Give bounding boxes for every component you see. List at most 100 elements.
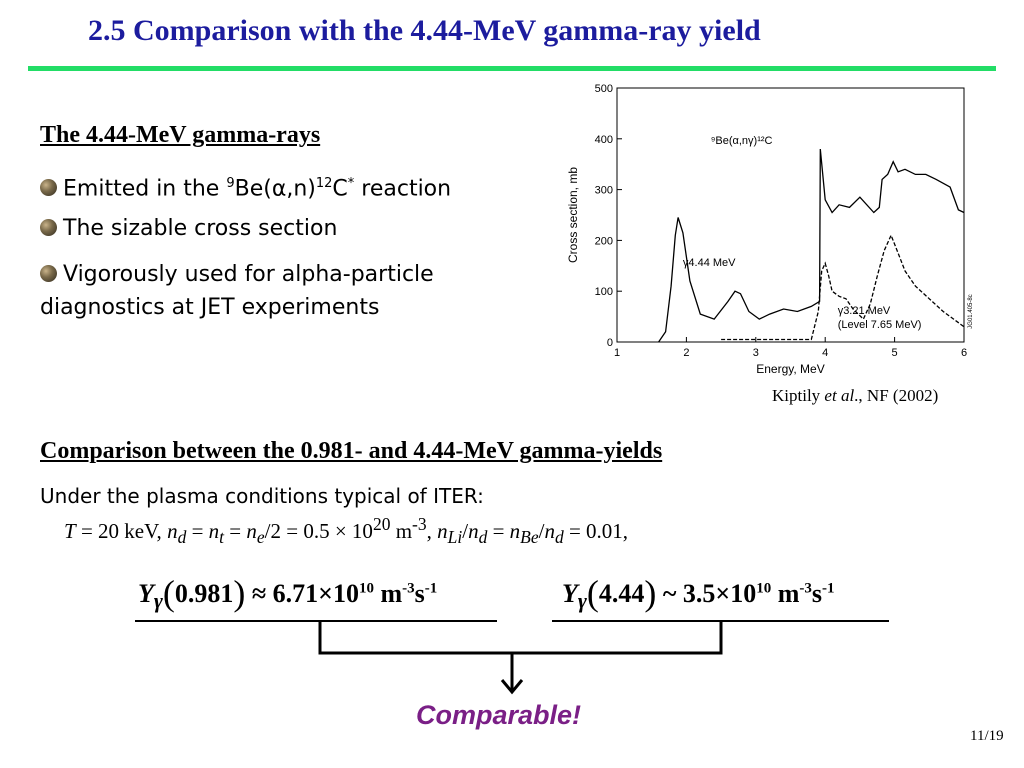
param-unit: m	[390, 519, 413, 543]
eq-lparen: (	[586, 573, 599, 613]
bullet-icon	[40, 265, 57, 282]
bullet-icon	[40, 219, 57, 236]
y-tick-label: 0	[607, 337, 613, 349]
series-line-0	[658, 148, 965, 343]
param-eq: =	[487, 519, 510, 543]
param-T: T	[64, 519, 76, 543]
sub-d: d	[554, 527, 564, 548]
eq-u1: -3	[402, 580, 415, 597]
exp-20: 20	[372, 514, 391, 534]
figure-tag: JG01.405-8c	[968, 294, 974, 328]
param-eq: =	[186, 519, 209, 543]
param-n: n	[246, 519, 257, 543]
title-divider	[28, 66, 996, 71]
yield-equation-0981: Yγ(0.981) ≈ 6.71×1010 m-3s-1	[138, 572, 437, 614]
eq-exp: 10	[359, 580, 374, 597]
y-tick-label: 200	[595, 235, 613, 247]
param-n: n	[468, 519, 479, 543]
eq-u1: -3	[799, 580, 812, 597]
bullet-diagnostics: Vigorously used for alpha-particle diagn…	[40, 258, 540, 324]
param-half: /2 = 0.5 × 10	[264, 519, 373, 543]
eq-lparen: (	[162, 573, 175, 613]
gamma-321-label: γ3.21 MeV	[838, 305, 891, 317]
cross-section-chart: 1 2 3 4 5 6 0 100 200 300 400 500 Energy, MeV Cross s…	[566, 83, 974, 376]
sub-d: d	[177, 527, 187, 548]
param-slash: /	[462, 519, 469, 543]
level-765-label: (Level 7.65 MeV)	[838, 319, 922, 331]
bullet-emitted: Emitted in the 9Be(α,n)12C* reaction	[40, 176, 451, 201]
y-tick-label: 500	[595, 83, 613, 95]
eq-unit: m	[771, 579, 800, 608]
bullet-text: The sizable cross section	[63, 216, 338, 241]
eq-u2: -1	[424, 580, 438, 597]
sub-be: Be	[520, 527, 539, 548]
eq-Y: Y	[138, 579, 154, 608]
x-tick-label: 6	[961, 347, 967, 359]
param-n: n	[208, 519, 220, 543]
section-heading-comparison: Comparison between the 0.981- and 4.44-M…	[40, 438, 663, 464]
sub-li: Li	[447, 527, 463, 548]
eq-s: s	[414, 579, 425, 608]
eq-rparen: )	[233, 573, 246, 613]
slide-title: 2.5 Comparison with the 4.44-MeV gamma-r…	[88, 14, 761, 47]
bullet-text: Vigorously used for alpha-particle diagn…	[40, 262, 434, 320]
plot-frame	[616, 87, 965, 343]
eq-arg: 4.44	[598, 579, 645, 608]
x-axis-label: Energy, MeV	[756, 362, 824, 376]
yield-equation-444: Yγ(4.44) ~ 3.5×1010 m-3s-1	[562, 572, 835, 614]
conclusion-text: Comparable!	[416, 700, 582, 730]
x-tick-label: 5	[892, 347, 898, 359]
eq-unit: m	[374, 579, 403, 608]
eq-u2: -1	[822, 580, 835, 597]
bullet-text-C: C	[332, 176, 348, 202]
param-n: n	[544, 519, 555, 543]
reaction-label: ⁹Be(α,nγ)¹²C	[711, 135, 773, 147]
y-tick-label: 100	[595, 286, 613, 298]
param-temp: = 20 keV,	[75, 519, 168, 543]
param-ratio: = 0.01,	[563, 519, 629, 543]
bullet-text-tail: reaction	[354, 176, 452, 202]
param-eq: =	[224, 519, 247, 543]
eq-rel: ~ 3.5×10	[656, 579, 757, 608]
plasma-parameters: T = 20 keV, nd = nt = ne/2 = 0.5 × 1020 …	[64, 514, 628, 548]
sub-d: d	[478, 527, 488, 548]
superscript-9: 9	[226, 176, 235, 191]
eq-arg: 0.981	[174, 579, 234, 608]
iter-conditions: Under the plasma conditions typical of I…	[40, 484, 484, 508]
gamma-444-label: γ4.44 MeV	[683, 257, 736, 269]
y-tick-label: 400	[595, 134, 613, 146]
y-tick-label: 300	[595, 185, 613, 197]
bullet-text-mid: Be(α,n)	[234, 176, 316, 202]
x-tick-label: 4	[822, 347, 828, 359]
eq-rparen: )	[644, 573, 657, 613]
param-n: n	[509, 519, 521, 543]
eq-gamma: γ	[153, 589, 163, 614]
bracket-connector	[318, 622, 723, 655]
citation-etal: et al	[824, 386, 855, 405]
param-n: n	[167, 519, 178, 543]
x-tick-label: 2	[683, 347, 689, 359]
param-n: n	[437, 519, 448, 543]
section-heading-gamma-rays: The 4.44-MeV gamma-rays	[40, 122, 321, 148]
citation-rest: ., NF (2002)	[854, 386, 939, 405]
bullet-text-pre: Emitted in the	[63, 176, 227, 202]
x-tick-label: 1	[614, 347, 620, 359]
page-number: 11/19	[970, 728, 1004, 744]
superscript-star: *	[347, 176, 355, 191]
param-slash: /	[538, 519, 545, 543]
series-line-1	[721, 233, 965, 341]
x-tick-label: 3	[753, 347, 759, 359]
citation-author: Kiptily	[772, 386, 825, 405]
down-arrow-icon	[500, 679, 524, 695]
eq-gamma: γ	[577, 589, 587, 614]
exp-m3: -3	[412, 514, 427, 534]
eq-Y: Y	[562, 579, 578, 608]
param-comma: ,	[426, 519, 438, 543]
figure-citation: Kiptily et al., NF (2002)	[772, 386, 938, 406]
sub-e: e	[256, 527, 265, 548]
eq-s: s	[811, 579, 823, 608]
bullet-cross-section: The sizable cross section	[40, 216, 337, 241]
bullet-icon	[40, 179, 57, 197]
sub-t: t	[219, 527, 225, 548]
